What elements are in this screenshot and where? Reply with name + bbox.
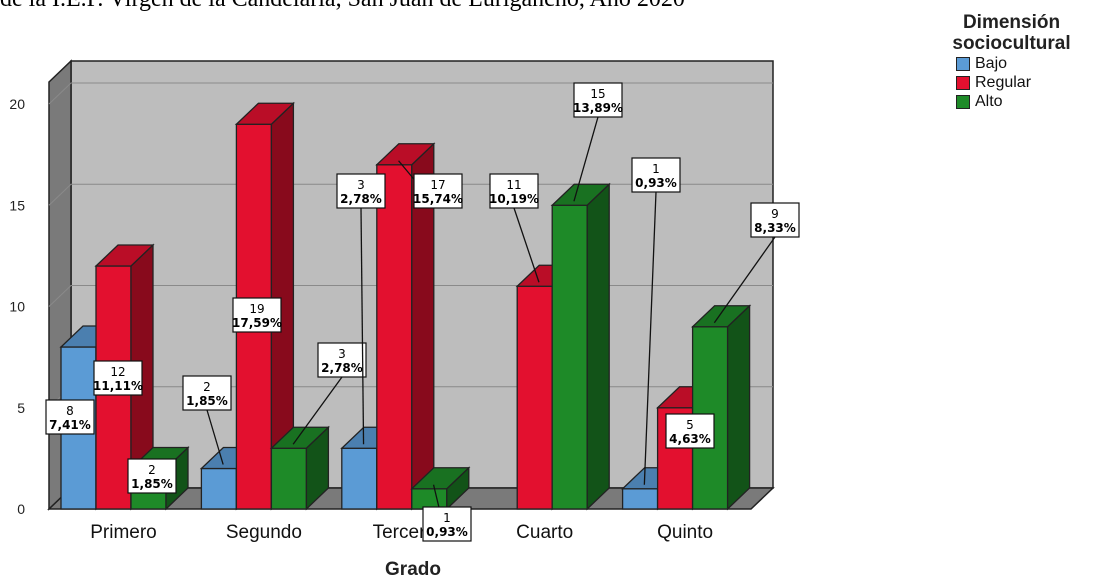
x-tick-label: Cuarto bbox=[516, 522, 573, 543]
data-label-box bbox=[127, 458, 177, 494]
x-tick-label: Tercero bbox=[373, 522, 436, 543]
y-tick-label: 15 bbox=[9, 197, 25, 213]
bar-top-regular bbox=[375, 143, 436, 166]
data-label-percent: 1,85% bbox=[186, 394, 228, 408]
data-label-box bbox=[93, 360, 143, 396]
legend-title-line2: sociocultural bbox=[952, 33, 1071, 54]
legend-item-bajo: Bajo bbox=[956, 54, 1099, 73]
x-tick-label: Primero bbox=[90, 522, 157, 543]
data-label-percent: 7,41% bbox=[49, 418, 91, 432]
label-leader bbox=[573, 116, 599, 202]
bar-regular bbox=[376, 164, 413, 510]
bar-side-alto bbox=[726, 304, 751, 511]
data-label-count: 17 bbox=[430, 178, 445, 192]
bar-top-regular bbox=[234, 102, 296, 125]
bar-alto bbox=[551, 204, 588, 510]
legend: Dimensión sociocultural Bajo Regular Alt… bbox=[924, 12, 1099, 111]
data-label-count: 3 bbox=[357, 178, 365, 192]
data-label-percent: 1,85% bbox=[131, 477, 173, 491]
data-label-percent: 15,74% bbox=[413, 192, 463, 206]
data-label-count: 2 bbox=[203, 380, 211, 394]
chart-title: de la I.E.P. Virgen de la Candelaria, Sa… bbox=[0, 0, 685, 13]
data-label-count: 9 bbox=[771, 207, 779, 221]
data-label-count: 15 bbox=[590, 87, 605, 101]
data-label-count: 11 bbox=[506, 178, 521, 192]
legend-title-line1: Dimensión bbox=[962, 12, 1061, 33]
bar-alto bbox=[411, 488, 448, 510]
data-label-percent: 17,59% bbox=[232, 316, 282, 330]
data-label-box bbox=[573, 82, 623, 118]
y-tick-label: 10 bbox=[9, 299, 25, 315]
data-label-percent: 4,63% bbox=[669, 432, 711, 446]
data-label-box bbox=[182, 375, 232, 411]
label-leader bbox=[292, 376, 343, 445]
x-tick-label: Segundo bbox=[226, 522, 302, 543]
data-label-box bbox=[45, 399, 95, 435]
bar-bajo bbox=[621, 488, 659, 510]
label-leader bbox=[713, 236, 776, 324]
legend-title: Dimensión sociocultural bbox=[924, 12, 1099, 54]
data-label-percent: 0,93% bbox=[635, 176, 677, 190]
legend-item-alto: Alto bbox=[956, 92, 1099, 111]
data-label-count: 12 bbox=[110, 365, 125, 379]
label-leader bbox=[360, 207, 365, 445]
x-axis-label: Grado bbox=[385, 559, 441, 580]
bar-regular bbox=[516, 285, 553, 510]
data-label-percent: 8,33% bbox=[754, 221, 796, 235]
legend-swatch-alto bbox=[956, 94, 970, 109]
bar-bajo bbox=[341, 447, 378, 510]
legend-swatch-bajo bbox=[956, 56, 970, 71]
data-label-count: 2 bbox=[148, 463, 156, 477]
bar-alto bbox=[270, 447, 308, 510]
y-tick-label: 20 bbox=[9, 96, 25, 112]
data-label-box bbox=[317, 342, 367, 378]
bar-top-alto bbox=[550, 183, 611, 206]
data-label-percent: 10,19% bbox=[489, 192, 539, 206]
bar-bajo bbox=[200, 467, 238, 510]
gridline bbox=[48, 82, 773, 105]
data-label-box bbox=[413, 173, 463, 209]
data-label-box bbox=[665, 413, 715, 449]
x-tick-label: Quinto bbox=[657, 522, 713, 543]
y-tick-label: 0 bbox=[17, 501, 25, 517]
legend-item-regular: Regular bbox=[956, 73, 1099, 92]
label-leader bbox=[206, 409, 224, 465]
legend-label-alto: Alto bbox=[975, 92, 1003, 110]
data-label-percent: 11,11% bbox=[93, 379, 143, 393]
label-leader bbox=[643, 191, 657, 485]
gridline bbox=[48, 183, 773, 206]
data-label-count: 1 bbox=[443, 511, 451, 525]
data-label-box bbox=[336, 173, 386, 209]
data-label-percent: 0,93% bbox=[426, 525, 468, 539]
data-label-box bbox=[631, 157, 681, 193]
data-label-count: 1 bbox=[652, 162, 660, 176]
data-label-count: 3 bbox=[338, 347, 346, 361]
bar-side-alto bbox=[586, 182, 610, 511]
legend-label-bajo: Bajo bbox=[975, 54, 1008, 72]
data-label-percent: 2,78% bbox=[321, 361, 363, 375]
bar-top-regular bbox=[94, 244, 155, 267]
data-label-box bbox=[232, 297, 282, 333]
legend-label-regular: Regular bbox=[975, 73, 1032, 91]
data-label-count: 5 bbox=[686, 418, 694, 432]
data-label-box bbox=[750, 202, 800, 238]
bar-top-alto bbox=[690, 305, 752, 328]
data-label-percent: 13,89% bbox=[573, 101, 623, 115]
data-label-count: 19 bbox=[249, 302, 264, 316]
data-label-percent: 2,78% bbox=[340, 192, 382, 206]
data-label-box bbox=[489, 173, 539, 209]
label-leader bbox=[513, 207, 540, 283]
y-tick-label: 5 bbox=[17, 400, 25, 416]
bar-top-alto bbox=[269, 426, 331, 449]
legend-swatch-regular bbox=[956, 75, 970, 90]
data-label-box bbox=[422, 506, 472, 542]
data-label-count: 8 bbox=[66, 404, 74, 418]
